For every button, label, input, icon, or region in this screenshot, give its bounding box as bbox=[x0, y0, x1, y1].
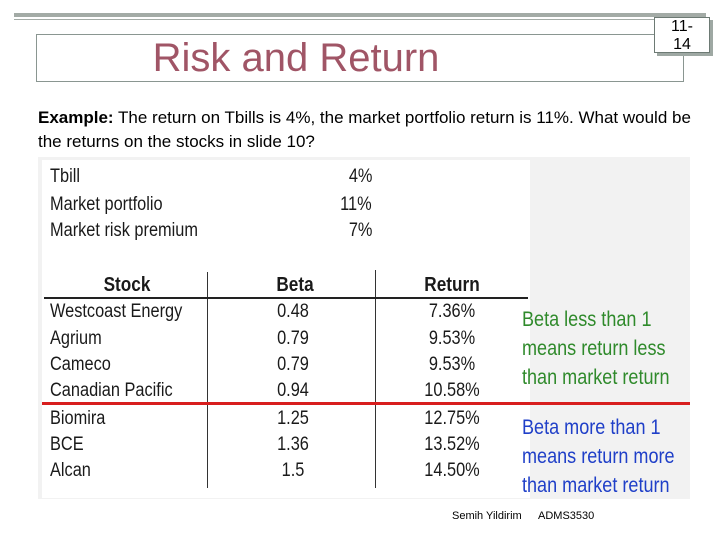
footer-course: ADMS3530 bbox=[538, 510, 595, 522]
summary-value: 7% bbox=[348, 220, 372, 241]
slide-number-line1: 11- bbox=[671, 18, 693, 35]
column-header-beta: Beta bbox=[276, 274, 314, 296]
summary-value: 11% bbox=[340, 194, 372, 215]
slide-number-badge: 11- 14 bbox=[654, 17, 710, 53]
table-cell-stock: BCE bbox=[50, 434, 84, 455]
table-cell-return: 7.36% bbox=[428, 301, 476, 322]
table-cell-stock: Alcan bbox=[50, 460, 91, 481]
column-divider bbox=[207, 272, 208, 488]
title-frame bbox=[36, 34, 684, 82]
column-header-return: Return bbox=[424, 274, 480, 296]
top-rule-thin bbox=[14, 19, 706, 20]
summary-label: Market risk premium bbox=[50, 220, 198, 241]
table-cell-beta: 0.48 bbox=[277, 301, 309, 322]
summary-label: Market portfolio bbox=[50, 194, 163, 215]
intro-body: The return on Tbills is 4%, the market p… bbox=[38, 108, 691, 151]
intro-bold: Example: bbox=[38, 108, 114, 127]
column-divider bbox=[375, 270, 376, 488]
table-cell-beta: 1.36 bbox=[277, 434, 309, 455]
beta-less-note-line: Beta less than 1 bbox=[522, 308, 652, 331]
summary-label: Tbill bbox=[50, 166, 80, 187]
beta-less-note-line: means return less bbox=[522, 337, 666, 360]
table-cell-return: 9.53% bbox=[428, 328, 476, 349]
beta-more-note-line: than market return bbox=[522, 474, 670, 497]
footer-author: Semih Yildirim bbox=[452, 510, 522, 522]
slide-number-line2: 14 bbox=[673, 36, 691, 53]
beta-more-note: Beta more than 1 means return more than … bbox=[522, 413, 675, 500]
summary-value: 4% bbox=[348, 166, 372, 187]
table-cell-beta: 0.79 bbox=[277, 328, 309, 349]
table-cell-beta: 1.5 bbox=[281, 460, 305, 481]
column-header-stock: Stock bbox=[103, 274, 151, 296]
beta-less-note-line: than market return bbox=[522, 366, 670, 389]
intro-text: Example: The return on Tbills is 4%, the… bbox=[38, 106, 708, 154]
table-cell-return: 10.58% bbox=[424, 380, 480, 401]
table-cell-stock: Westcoast Energy bbox=[50, 301, 183, 322]
market-beta-divider bbox=[42, 402, 690, 405]
table-cell-return: 13.52% bbox=[424, 434, 480, 455]
table-cell-return: 9.53% bbox=[428, 354, 476, 375]
beta-less-note: Beta less than 1 means return less than … bbox=[522, 305, 670, 392]
table-cell-stock: Biomira bbox=[50, 408, 106, 429]
table-cell-return: 12.75% bbox=[424, 408, 480, 429]
table-cell-beta: 0.94 bbox=[277, 380, 309, 401]
beta-more-note-line: Beta more than 1 bbox=[522, 416, 661, 439]
slide-title: Risk and Return bbox=[152, 36, 440, 80]
table-inner bbox=[42, 160, 530, 498]
header-underline bbox=[44, 297, 528, 299]
table-cell-beta: 0.79 bbox=[277, 354, 309, 375]
table-cell-stock: Agrium bbox=[50, 328, 102, 349]
table-cell-stock: Cameco bbox=[50, 354, 111, 375]
table-cell-return: 14.50% bbox=[424, 460, 480, 481]
table-cell-stock: Canadian Pacific bbox=[50, 380, 173, 401]
table-cell-beta: 1.25 bbox=[277, 408, 309, 429]
top-rule-thick bbox=[14, 13, 706, 17]
beta-more-note-line: means return more bbox=[522, 445, 675, 468]
